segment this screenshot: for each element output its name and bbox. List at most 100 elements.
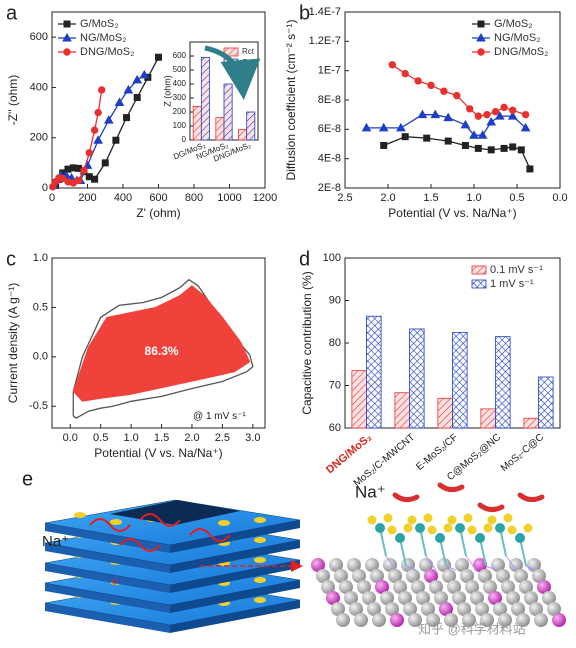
marker xyxy=(486,116,497,126)
atom xyxy=(455,558,469,572)
legend-swatch xyxy=(223,47,239,57)
marker xyxy=(133,93,141,101)
marker xyxy=(414,77,422,85)
atom xyxy=(516,613,530,627)
atom xyxy=(347,558,361,572)
s-atom xyxy=(523,523,533,533)
y-tick-label: 0.0 xyxy=(33,351,48,363)
s-atom xyxy=(387,525,397,535)
y-tick-label: 400 xyxy=(30,81,48,93)
atom xyxy=(352,569,366,583)
x-tick-label: 2.5 xyxy=(337,192,352,204)
atom xyxy=(406,569,420,583)
atom xyxy=(383,558,397,572)
atom xyxy=(408,613,422,627)
atom xyxy=(496,569,510,583)
atom xyxy=(460,569,474,583)
marker xyxy=(460,119,471,129)
marker xyxy=(430,109,441,119)
atom xyxy=(434,591,448,605)
atom xyxy=(339,580,353,594)
y-axis-label: Capacitive contribution (%) xyxy=(300,271,314,414)
x-axis-label: Z' (ohm) xyxy=(136,206,180,220)
atom xyxy=(447,580,461,594)
atom xyxy=(491,558,505,572)
mo-atom xyxy=(395,533,405,543)
atom xyxy=(326,591,340,605)
marker xyxy=(474,144,482,152)
s-atom xyxy=(463,513,473,523)
marker xyxy=(477,130,488,139)
atom xyxy=(329,558,343,572)
x-tick-label: MoS₂-C@C xyxy=(499,432,546,474)
atom xyxy=(511,602,525,616)
marker xyxy=(427,81,435,90)
marker xyxy=(98,86,106,94)
marker xyxy=(139,69,150,79)
bar xyxy=(437,397,453,429)
bar xyxy=(246,111,256,141)
slab-side xyxy=(45,563,170,593)
ion-beam xyxy=(505,555,517,571)
atom xyxy=(465,580,479,594)
legend-label: Rct xyxy=(242,47,255,56)
atom xyxy=(426,613,440,627)
atom xyxy=(393,580,407,594)
atom xyxy=(444,613,458,627)
x-tick-label: 600 xyxy=(149,192,167,204)
marker xyxy=(94,108,102,117)
legend-label: DNG/MoS₂ xyxy=(80,46,134,58)
atom xyxy=(380,591,394,605)
marker xyxy=(500,144,508,152)
particle xyxy=(110,519,122,525)
y-tick-label: 200 xyxy=(30,132,48,144)
bar xyxy=(351,370,367,429)
x-tick-label: 800 xyxy=(185,192,203,204)
x-tick-label: 0.5 xyxy=(509,192,524,204)
bar xyxy=(523,417,539,429)
slab-side xyxy=(45,523,170,553)
marker xyxy=(93,135,104,144)
marker xyxy=(474,112,482,120)
annotation: @ 1 mV s⁻¹ xyxy=(193,411,246,422)
atom xyxy=(362,591,376,605)
marker xyxy=(526,165,534,173)
slab-side xyxy=(45,583,170,613)
ion-path xyxy=(139,513,181,527)
particle xyxy=(254,577,266,583)
marker xyxy=(380,141,388,149)
legend-marker xyxy=(477,20,485,28)
mo-atom xyxy=(515,533,525,543)
x-tick-label: 0 xyxy=(49,192,55,204)
s-atom xyxy=(367,515,377,525)
legend-label: 1 mV s⁻¹ xyxy=(490,278,534,290)
slab-side xyxy=(170,580,300,613)
y-tick-label: 4E-8 xyxy=(318,153,341,165)
y-tick-label: 1.4E-7 xyxy=(309,6,341,18)
y-tick-label: 80 xyxy=(329,337,341,349)
atom xyxy=(429,580,443,594)
layer-stack xyxy=(44,499,301,633)
y-axis-label: Diffusion coefficient (cm⁻² s⁻¹) xyxy=(284,20,298,181)
x-tick-label: 1200 xyxy=(253,192,277,204)
slab-side xyxy=(170,560,300,593)
x-tick-label: 2.0 xyxy=(380,192,395,204)
marker xyxy=(509,143,517,151)
y-tick-label: 0 xyxy=(182,135,187,144)
atom xyxy=(552,613,566,627)
atom xyxy=(349,602,363,616)
y-tick-label: 1E-7 xyxy=(318,65,341,77)
x-tick-label: 1.5 xyxy=(423,192,438,204)
atom xyxy=(542,591,556,605)
marker xyxy=(417,109,428,119)
y-tick-label: 60 xyxy=(329,422,341,434)
ion-arrow xyxy=(517,492,545,503)
atom xyxy=(357,580,371,594)
panel-label: c xyxy=(6,248,16,270)
legend-label: G/MoS₂ xyxy=(494,18,533,30)
atom xyxy=(372,613,386,627)
y-axis-label: Z (ohm) xyxy=(162,75,172,107)
legend-marker xyxy=(477,48,485,56)
legend-label: NG/MoS₂ xyxy=(80,32,126,44)
